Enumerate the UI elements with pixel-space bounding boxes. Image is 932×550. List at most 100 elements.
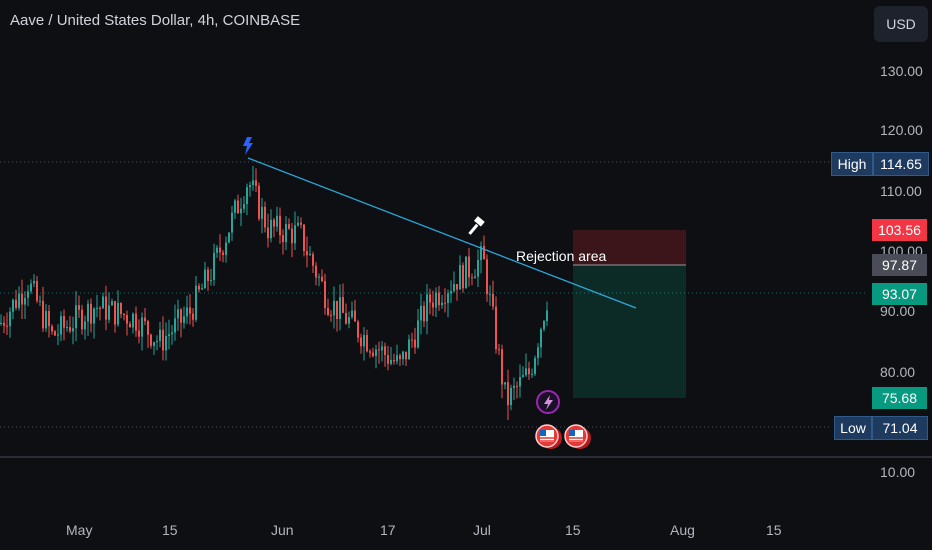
- candle-body: [30, 283, 32, 292]
- y-tick-label: 10.00: [880, 464, 916, 480]
- trend-line[interactable]: [247, 157, 637, 309]
- candle-body: [60, 316, 62, 335]
- candle-body: [450, 291, 452, 294]
- candle-body: [9, 311, 11, 327]
- candle-body: [207, 269, 209, 281]
- current-price-tag: 93.07: [872, 283, 927, 305]
- candle-body: [534, 358, 536, 374]
- candle-body: [243, 204, 245, 209]
- lightning-icon[interactable]: [243, 137, 253, 155]
- candle-body: [165, 336, 167, 351]
- candle-body: [177, 309, 179, 319]
- candle-body: [186, 307, 188, 317]
- candle-body: [393, 359, 395, 362]
- candle-body: [456, 284, 458, 290]
- rejection-area-label: Rejection area: [516, 248, 607, 264]
- candle-body: [12, 299, 14, 312]
- candle-body: [291, 228, 293, 244]
- candle-body: [516, 385, 518, 387]
- candle-body: [297, 222, 299, 226]
- stop-price-tag: 103.56: [872, 219, 927, 241]
- candle-body: [423, 305, 425, 322]
- candle-body: [474, 276, 476, 279]
- y-tick-label: 90.00: [880, 303, 916, 319]
- candle-body: [462, 265, 464, 289]
- candle-body: [315, 265, 317, 278]
- candle-body: [366, 335, 368, 352]
- candle-body: [108, 305, 110, 320]
- candle-body: [483, 246, 485, 260]
- candle-body: [123, 313, 125, 316]
- x-tick-label: Jun: [271, 522, 294, 538]
- candle-body: [3, 322, 5, 326]
- candle-body: [72, 328, 74, 332]
- candle-body: [258, 185, 260, 219]
- candle-body: [231, 212, 233, 233]
- candle-body: [402, 351, 404, 360]
- candle-body: [120, 302, 122, 314]
- candles: [0, 166, 548, 420]
- currency-button[interactable]: USD: [874, 6, 928, 42]
- candle-body: [228, 232, 230, 243]
- candle-body: [375, 349, 377, 357]
- candle-body: [126, 315, 128, 324]
- candle-body: [306, 251, 308, 256]
- candle-body: [81, 309, 83, 330]
- candle-body: [282, 235, 284, 243]
- candle-body: [21, 293, 23, 305]
- candle-body: [267, 227, 269, 239]
- candle-body: [48, 310, 50, 327]
- candle-body: [144, 317, 146, 322]
- candle-body: [486, 259, 488, 295]
- us-flag-icon[interactable]: [564, 424, 591, 449]
- candle-body: [147, 321, 149, 335]
- candle-body: [159, 329, 161, 341]
- candle-body: [312, 254, 314, 266]
- candle-body: [264, 206, 266, 228]
- us-flag-icon[interactable]: [535, 424, 562, 449]
- low-price-tag: 71.04: [872, 416, 928, 440]
- candle-body: [75, 305, 77, 329]
- candle-body: [384, 346, 386, 356]
- profit-target-zone[interactable]: [573, 265, 686, 398]
- candle-body: [420, 305, 422, 321]
- candle-body: [495, 306, 497, 350]
- candle-body: [69, 327, 71, 332]
- candle-body: [345, 312, 347, 324]
- candle-body: [333, 300, 335, 316]
- hammer-icon[interactable]: [468, 216, 485, 235]
- candle-body: [99, 307, 101, 309]
- candle-body: [192, 313, 194, 320]
- candle-body: [342, 297, 344, 313]
- candle-body: [261, 206, 263, 219]
- candle-body: [492, 294, 494, 307]
- stop-loss-zone[interactable]: [573, 230, 686, 265]
- candle-body: [336, 300, 338, 319]
- candle-body: [42, 300, 44, 329]
- candle-body: [225, 242, 227, 255]
- candle-body: [522, 375, 524, 377]
- candle-body: [327, 307, 329, 315]
- candle-body: [372, 352, 374, 357]
- candle-body: [54, 331, 56, 336]
- candle-body: [513, 385, 515, 388]
- candle-body: [471, 277, 473, 279]
- candle-body: [465, 256, 467, 289]
- candle-body: [90, 303, 92, 324]
- low-label-tag: Low: [834, 416, 872, 440]
- candle-body: [357, 321, 359, 338]
- event-lightning-icon[interactable]: [536, 390, 560, 414]
- candle-body: [252, 180, 254, 186]
- candle-body: [300, 222, 302, 225]
- candle-body: [201, 288, 203, 290]
- candle-body: [546, 310, 548, 322]
- candle-body: [198, 285, 200, 290]
- candle-body: [111, 301, 113, 306]
- high-price-tag: 114.65: [873, 152, 929, 176]
- candle-body: [387, 355, 389, 364]
- candle-body: [240, 208, 242, 214]
- candle-body: [222, 252, 224, 255]
- candle-body: [84, 321, 86, 330]
- candle-body: [270, 219, 272, 239]
